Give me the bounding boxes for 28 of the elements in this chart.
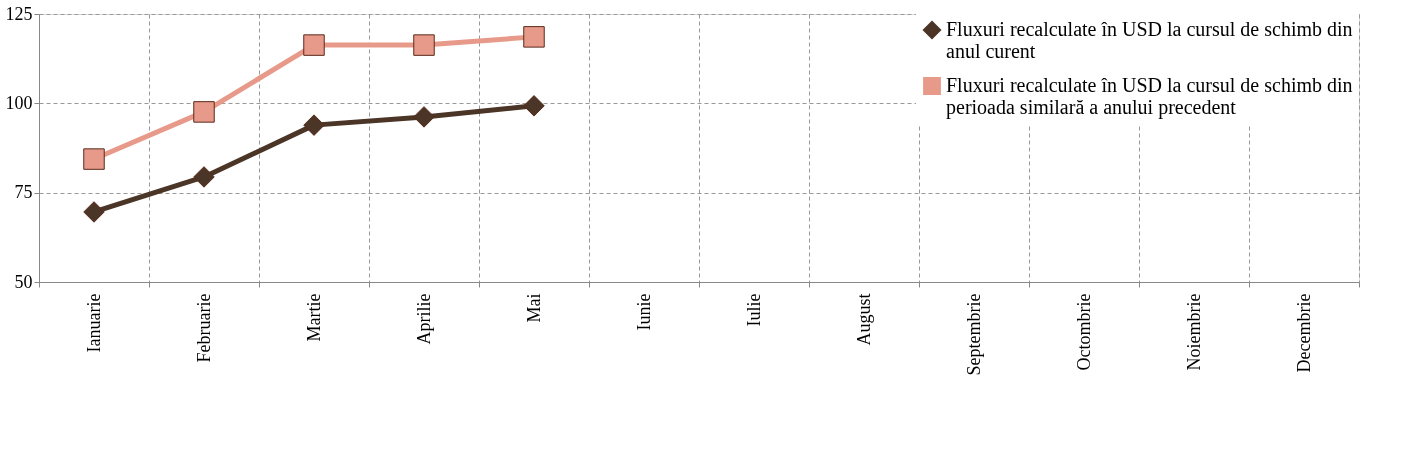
point (303, 114, 325, 136)
point (83, 148, 105, 170)
x-tick-label: Martie (303, 293, 324, 342)
point (523, 26, 545, 48)
x-tick-label: August (853, 293, 874, 346)
x-tick-label: Mai (523, 293, 544, 323)
y-tick-label: 75 (14, 182, 33, 203)
y-tick-label: 100 (5, 92, 33, 113)
legend-label: Fluxuri recalculate în USD la cursul de schimb din perioada similară a anului precedent (946, 74, 1353, 119)
point (523, 95, 545, 117)
y-tick-label: 50 (14, 271, 33, 292)
point (413, 34, 435, 56)
x-tick-label: Septembrie (963, 293, 984, 376)
legend-label: Fluxuri recalculate în USD la cursul de schimb din anul curent (946, 18, 1353, 62)
x-tick-label: Iulie (743, 293, 764, 327)
point (303, 34, 325, 56)
point (83, 201, 105, 223)
point (193, 101, 215, 123)
x-tick-label: Iunie (633, 293, 654, 331)
x-tick-label: Aprilie (413, 293, 434, 345)
point (413, 106, 435, 128)
x-tick-label: Noiembrie (1183, 293, 1204, 371)
x-tick-label: Decembrie (1293, 293, 1314, 373)
x-tick-label: Februarie (193, 293, 214, 363)
y-tick-label: 125 (5, 3, 33, 24)
x-tick-label: Ianuarie (83, 293, 104, 353)
point (193, 166, 215, 188)
x-tick-label: Octombrie (1073, 293, 1094, 371)
